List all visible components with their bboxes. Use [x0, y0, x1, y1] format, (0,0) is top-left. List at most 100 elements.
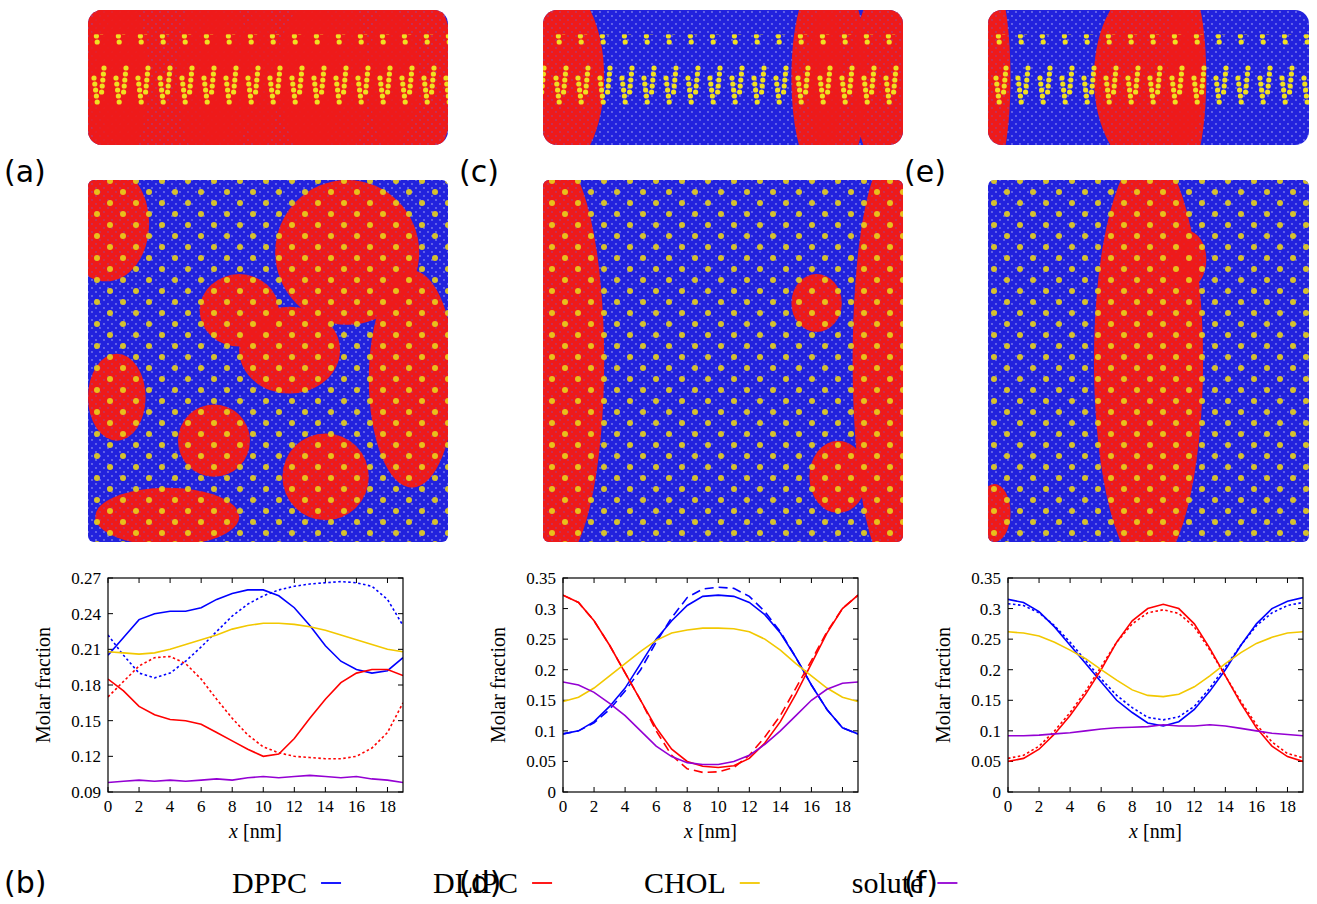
y-tick: [1298, 669, 1303, 670]
y-tick: [563, 761, 568, 762]
x-tick: [170, 787, 171, 792]
y-tick: [853, 669, 858, 670]
y-tick-label: 0.1: [535, 722, 556, 741]
x-tick: [1101, 578, 1102, 583]
y-tick-label: 0.2: [535, 661, 556, 680]
x-axis-title-part: [nm]: [693, 820, 737, 842]
legend-label: solute: [852, 866, 924, 899]
x-tick: [656, 578, 657, 583]
y-tick-label: 0.25: [971, 630, 1001, 649]
x-tick-label: 8: [228, 797, 237, 816]
x-tick: [1225, 578, 1226, 583]
plot-frame: [563, 578, 858, 792]
y-tick: [398, 649, 403, 650]
x-tick: [749, 578, 750, 583]
x-tick: [1070, 578, 1071, 583]
x-tick: [625, 578, 626, 583]
legend-label: DLiPC: [433, 866, 518, 899]
x-tick: [232, 787, 233, 792]
side-view-snapshot: [543, 10, 903, 145]
y-tick: [1008, 669, 1013, 670]
panel-letter: (a): [4, 154, 46, 189]
x-tick: [842, 578, 843, 583]
x-tick: [780, 787, 781, 792]
y-tick-label: 0.3: [980, 600, 1001, 619]
series-line: [1008, 598, 1303, 726]
x-tick: [1194, 787, 1195, 792]
x-tick-label: 0: [559, 797, 568, 816]
x-tick-label: 12: [741, 797, 758, 816]
x-tick-label: 0: [104, 797, 113, 816]
series-line: [1008, 725, 1303, 736]
x-tick-label: 14: [772, 797, 790, 816]
series-line: [1008, 604, 1303, 761]
y-tick: [1008, 608, 1013, 609]
x-tick-label: 14: [317, 797, 335, 816]
x-tick: [201, 787, 202, 792]
y-tick: [563, 639, 568, 640]
y-tick: [563, 730, 568, 731]
x-tick: [263, 787, 264, 792]
x-tick-label: 16: [803, 797, 820, 816]
x-tick-label: 8: [1128, 797, 1137, 816]
x-tick-label: 12: [1186, 797, 1203, 816]
x-tick-label: 6: [1097, 797, 1106, 816]
x-tick: [201, 578, 202, 583]
x-tick: [687, 578, 688, 583]
y-tick: [108, 756, 113, 757]
y-tick-label: 0.15: [526, 691, 556, 710]
x-tick: [718, 578, 719, 583]
y-tick-label: 0.3: [535, 600, 556, 619]
y-axis-title: Molar fraction: [487, 627, 509, 743]
legend: DPPC DLiPC CHOL solute: [232, 866, 957, 899]
series-line: [108, 582, 403, 678]
x-tick: [139, 578, 140, 583]
cholesterol: [88, 34, 448, 120]
x-tick: [1194, 578, 1195, 583]
x-tick: [625, 787, 626, 792]
y-tick: [1298, 639, 1303, 640]
x-tick: [842, 787, 843, 792]
x-tick: [387, 787, 388, 792]
cholesterol: [543, 34, 903, 120]
legend-label: DPPC: [232, 866, 307, 899]
x-axis-title-part: x: [683, 820, 693, 842]
panel-letter: (c): [459, 154, 499, 189]
y-tick-label: 0.15: [71, 712, 101, 731]
series-group: [1008, 598, 1303, 762]
figure: (a)(b)0246810121416180.090.120.150.180.2…: [0, 0, 1317, 904]
cholesterol: [988, 180, 1309, 542]
x-tick-label: 10: [710, 797, 727, 816]
x-tick: [1132, 578, 1133, 583]
legend-swatch: [740, 882, 760, 884]
series-line: [108, 775, 403, 782]
y-tick-label: 0.35: [971, 569, 1001, 588]
x-tick: [232, 578, 233, 583]
x-tick: [1287, 578, 1288, 583]
x-tick-label: 6: [197, 797, 206, 816]
y-tick-label: 0.15: [971, 691, 1001, 710]
y-tick: [398, 613, 403, 614]
series-line: [563, 595, 858, 734]
x-tick-label: 0: [1004, 797, 1013, 816]
y-tick: [108, 720, 113, 721]
series-line: [108, 623, 403, 654]
legend-label: CHOL: [644, 866, 726, 899]
x-tick: [356, 578, 357, 583]
x-tick: [263, 578, 264, 583]
y-tick-label: 0.2: [980, 661, 1001, 680]
x-axis-title-part: x: [228, 820, 238, 842]
x-axis-title: x [nm]: [228, 820, 282, 842]
x-tick: [594, 578, 595, 583]
y-tick: [1008, 639, 1013, 640]
series-line: [1008, 610, 1303, 759]
x-tick: [294, 787, 295, 792]
x-tick-label: 4: [621, 797, 630, 816]
series-line: [108, 670, 403, 757]
cholesterol: [88, 180, 448, 542]
y-tick: [108, 685, 113, 686]
x-tick: [718, 787, 719, 792]
x-tick-label: 18: [1279, 797, 1296, 816]
x-tick: [687, 787, 688, 792]
x-tick: [294, 578, 295, 583]
